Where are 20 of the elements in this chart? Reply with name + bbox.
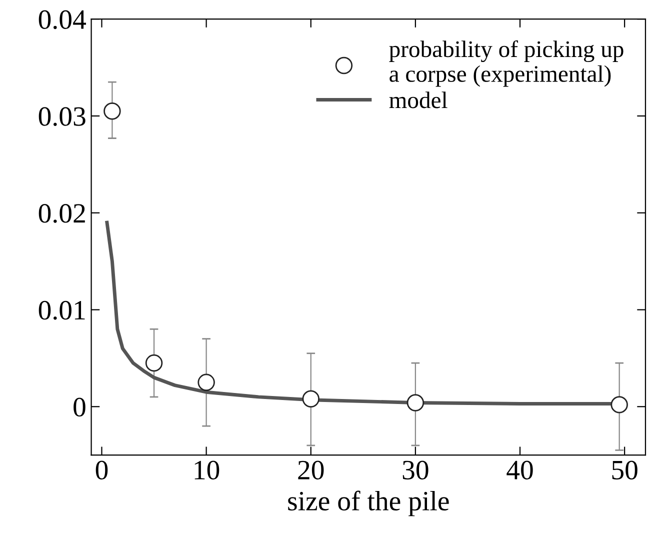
point — [302, 390, 320, 408]
y-tick-label: 0.03 — [38, 107, 86, 126]
legend-label: model — [389, 92, 448, 108]
legend-label: probability of picking up a corpse (experimental) — [389, 40, 624, 87]
y-tick-label: 0.02 — [38, 204, 85, 223]
x-tick-label: 20 — [298, 460, 324, 480]
point — [104, 102, 121, 120]
x-tick-label: 10 — [194, 460, 220, 480]
x-tick-label: 50 — [612, 460, 638, 480]
y-tick-label: 0.04 — [38, 10, 86, 30]
point — [198, 374, 215, 392]
y-tick-label: 0.01 — [38, 300, 85, 320]
x-tick-label: 40 — [506, 460, 533, 480]
point — [145, 354, 163, 372]
y-tick-label: 0 — [74, 398, 86, 417]
x-tick-label: 30 — [402, 460, 428, 480]
point — [610, 396, 628, 414]
x-tick-label: 0 — [96, 460, 108, 480]
x-axis-title: size of the pile — [288, 490, 449, 516]
point — [406, 394, 424, 412]
